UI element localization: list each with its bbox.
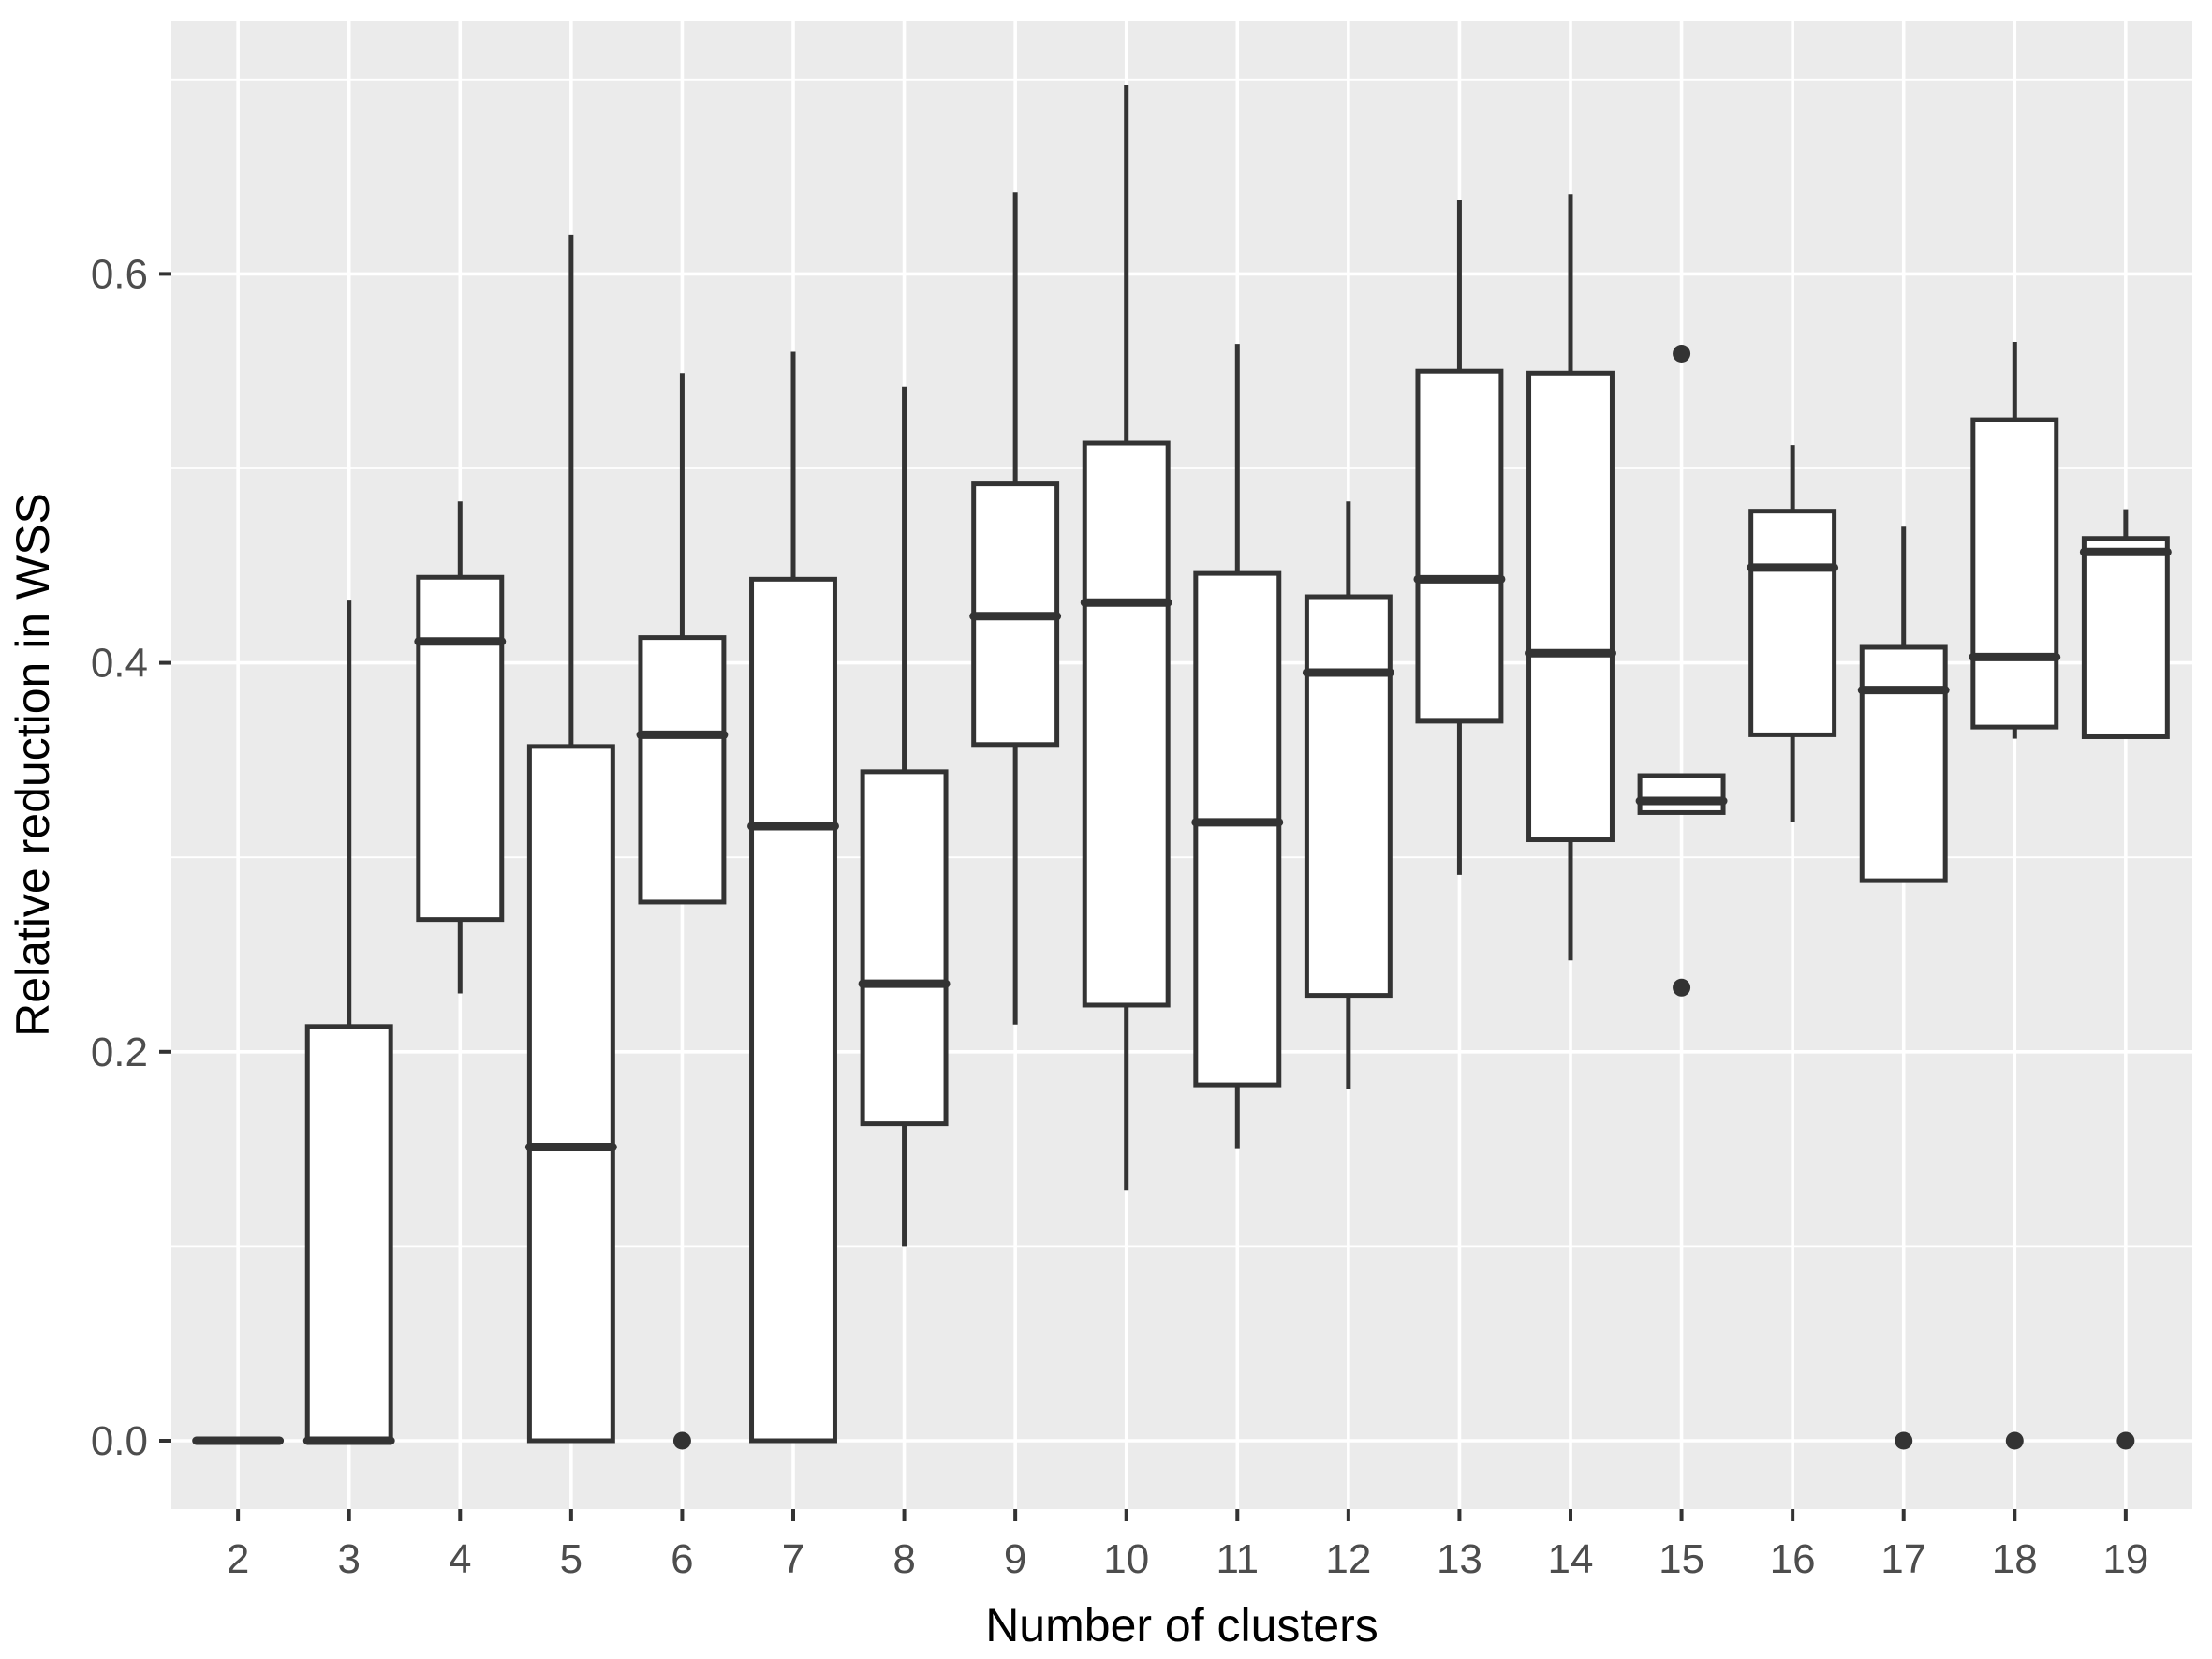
- x-tick-label: 14: [1548, 1536, 1594, 1582]
- x-tick-label: 6: [671, 1536, 693, 1582]
- iqr-box: [1415, 368, 1504, 724]
- iqr-box: [1082, 440, 1171, 1008]
- iqr-box: [1970, 417, 2059, 730]
- x-tick-label: 19: [2102, 1536, 2148, 1582]
- x-tick-label: 2: [227, 1536, 249, 1582]
- boxplot-cluster-6: [636, 373, 729, 1450]
- x-tick-label: 4: [449, 1536, 471, 1582]
- x-tick-label: 9: [1004, 1536, 1026, 1582]
- x-tick-label: 13: [1437, 1536, 1482, 1582]
- boxplot-cluster-17: [1857, 526, 1950, 1450]
- iqr-box: [1859, 644, 1948, 883]
- boxplot-cluster-7: [747, 351, 839, 1444]
- iqr-box: [526, 744, 615, 1444]
- x-tick-label: 17: [1880, 1536, 1926, 1582]
- boxplot-cluster-10: [1080, 85, 1172, 1191]
- iqr-box: [2081, 536, 2170, 739]
- iqr-box: [304, 1024, 393, 1444]
- boxplot-cluster-4: [414, 501, 507, 994]
- iqr-box: [638, 635, 727, 905]
- boxplot-cluster-11: [1191, 344, 1284, 1149]
- outlier-point: [2116, 1431, 2135, 1450]
- boxplot-cluster-16: [1747, 445, 1839, 822]
- boxplots: [192, 85, 2172, 1450]
- boxplot-cluster-15: [1635, 345, 1728, 997]
- outlier-point: [1673, 978, 1691, 997]
- axis-ticks-and-labels: 0.0 0.2 0.4 0.6 2 3 4 5 6 7 8 9 10 11 12 13 14 15 16 17 18 19: [91, 251, 2149, 1582]
- x-tick-label: 16: [1770, 1536, 1816, 1582]
- iqr-box: [1193, 570, 1282, 1088]
- y-tick-label: 0.2: [91, 1029, 148, 1075]
- outlier-point: [672, 1431, 691, 1450]
- iqr-box: [1748, 509, 1837, 737]
- outlier-point: [1673, 345, 1691, 363]
- plot-panel: [171, 21, 2192, 1509]
- outlier-point: [2005, 1431, 2024, 1450]
- boxplot-cluster-13: [1413, 200, 1506, 875]
- y-axis-title: Relative reduction in WSS: [7, 493, 59, 1037]
- boxplot-cluster-19: [2079, 509, 2172, 1450]
- boxplot-cluster-18: [1969, 342, 2061, 1450]
- boxplot-cluster-8: [858, 386, 951, 1247]
- boxplot-cluster-14: [1525, 194, 1616, 961]
- x-tick-label: 3: [337, 1536, 360, 1582]
- y-tick-label: 0.4: [91, 641, 148, 687]
- iqr-box: [860, 769, 949, 1127]
- iqr-box: [1526, 370, 1615, 843]
- x-tick-label: 10: [1103, 1536, 1149, 1582]
- y-tick-label: 0.0: [91, 1418, 148, 1464]
- boxplot-cluster-9: [969, 192, 1062, 1025]
- x-tick-label: 7: [782, 1536, 804, 1582]
- iqr-box: [749, 576, 837, 1444]
- x-tick-label: 12: [1325, 1536, 1371, 1582]
- x-tick-label: 18: [1992, 1536, 2038, 1582]
- x-axis-title: Number of clusters: [985, 1599, 1379, 1652]
- iqr-box: [1304, 594, 1393, 999]
- x-tick-label: 15: [1659, 1536, 1704, 1582]
- iqr-box: [1637, 773, 1726, 815]
- boxplot-cluster-5: [524, 234, 617, 1444]
- iqr-box: [416, 574, 505, 923]
- x-tick-label: 11: [1216, 1536, 1259, 1582]
- outlier-point: [1895, 1431, 1913, 1450]
- boxplot-cluster-12: [1302, 501, 1394, 1089]
- x-tick-label: 5: [560, 1536, 582, 1582]
- panel-background: [171, 21, 2192, 1509]
- y-tick-label: 0.6: [91, 251, 148, 297]
- x-tick-label: 8: [892, 1536, 915, 1582]
- boxplot-cluster-3: [302, 600, 395, 1445]
